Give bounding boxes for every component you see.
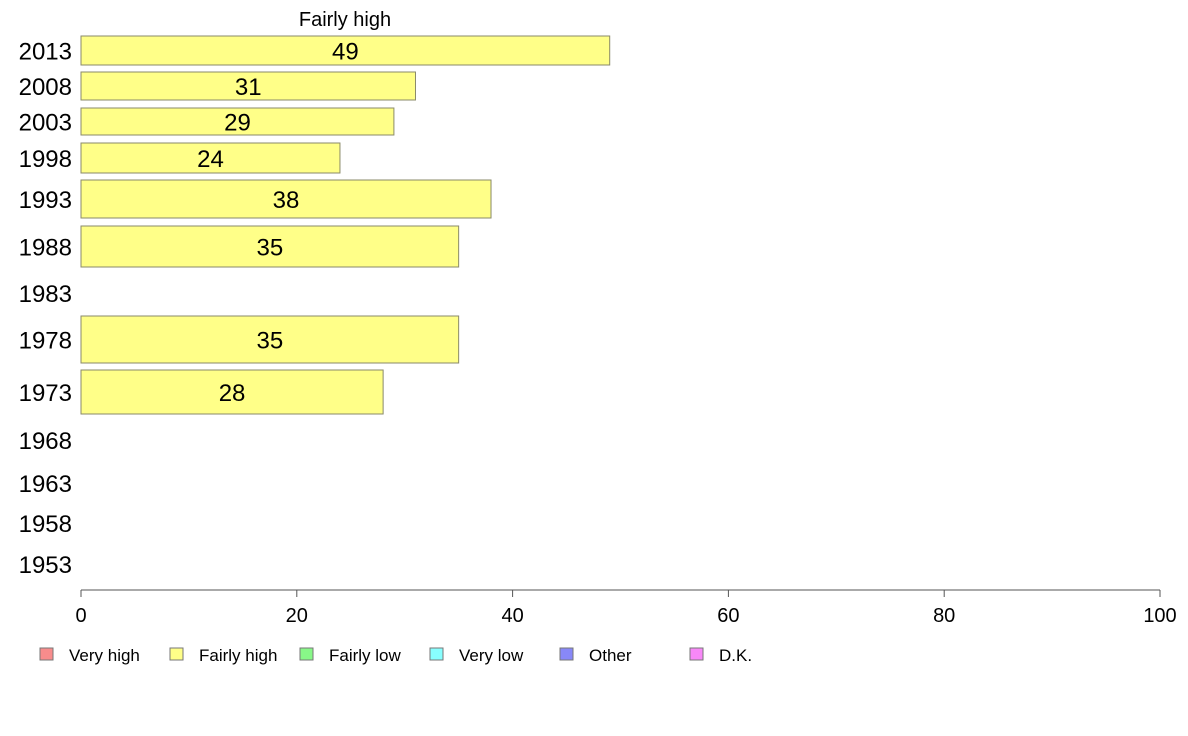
y-tick-label: 1958 [19, 511, 72, 538]
legend-item: Fairly low [299, 646, 402, 665]
bar-row-1983: 1983 [19, 281, 72, 308]
y-tick-label: 2003 [19, 110, 72, 137]
bar-row-1968: 1968 [19, 428, 72, 455]
x-tick-label: 80 [933, 605, 955, 627]
bar-row-1978: 1978 35 [19, 315, 460, 364]
bar-row-1953: 1953 [19, 552, 72, 579]
legend: Very high Fairly high Fairly low Very low Ot… [39, 646, 752, 665]
legend-swatch [559, 647, 574, 661]
x-tick-label: 0 [75, 605, 86, 627]
legend-swatch [39, 647, 54, 661]
bar [80, 107, 395, 136]
bar [80, 225, 460, 268]
x-tick-label: 100 [1143, 605, 1176, 627]
bar [80, 142, 341, 174]
bar [80, 369, 384, 415]
y-tick-label: 1968 [19, 428, 72, 455]
legend-label: Fairly low [329, 646, 402, 665]
legend-swatch [689, 647, 704, 661]
legend-label: Very high [69, 646, 140, 665]
bar-row-2013: 2013 49 [19, 35, 611, 66]
y-tick-label: 1983 [19, 281, 72, 308]
y-tick-label: 1993 [19, 187, 72, 214]
y-tick-label: 1953 [19, 552, 72, 579]
bar [80, 71, 416, 101]
bar [80, 315, 460, 364]
x-tick-label: 40 [501, 605, 523, 627]
x-tick-label: 60 [717, 605, 739, 627]
bar-row-1973: 1973 28 [19, 369, 384, 415]
bar-rows: 2013 49 2008 31 2003 29 1998 24 1993 38 1988 35 1983… [19, 35, 611, 579]
bar-row-1958: 1958 [19, 511, 72, 538]
legend-label: Very low [459, 646, 524, 665]
legend-label: Fairly high [199, 646, 277, 665]
bar-row-1988: 1988 35 [19, 225, 460, 268]
data-label: 38 [273, 187, 300, 214]
legend-item: Fairly high [169, 646, 277, 665]
y-tick-label: 2008 [19, 74, 72, 101]
data-label: 49 [332, 39, 359, 66]
bar [80, 35, 611, 66]
y-tick-label: 1963 [19, 471, 72, 498]
bar-row-1963: 1963 [19, 471, 72, 498]
data-label: 35 [256, 235, 283, 262]
legend-label: Other [589, 646, 632, 665]
legend-swatch [429, 647, 444, 661]
bar-row-2008: 2008 31 [19, 71, 416, 101]
bar-row-2003: 2003 29 [19, 107, 395, 137]
y-tick-label: 1998 [19, 146, 72, 173]
y-tick-label: 2013 [19, 39, 72, 66]
bar [80, 179, 492, 219]
legend-item: Other [559, 646, 632, 665]
data-label: 35 [256, 328, 283, 355]
y-tick-label: 1978 [19, 328, 72, 355]
bar-row-1998: 1998 24 [19, 142, 341, 174]
legend-item: Very low [429, 646, 524, 665]
legend-label: D.K. [719, 646, 752, 665]
bar-row-1993: 1993 38 [19, 179, 492, 219]
x-axis-ticks: 0 20 40 60 80 100 [75, 590, 1177, 627]
data-label: 28 [219, 380, 246, 407]
x-tick-label: 20 [286, 605, 308, 627]
data-label: 31 [235, 74, 262, 101]
legend-swatch [169, 647, 184, 661]
legend-item: Very high [39, 646, 140, 665]
legend-item: D.K. [689, 646, 752, 665]
chart-title: Fairly high [299, 9, 391, 31]
data-label: 29 [224, 110, 251, 137]
legend-swatch [299, 647, 314, 661]
y-tick-label: 1973 [19, 380, 72, 407]
y-tick-label: 1988 [19, 235, 72, 262]
data-label: 24 [197, 146, 224, 173]
